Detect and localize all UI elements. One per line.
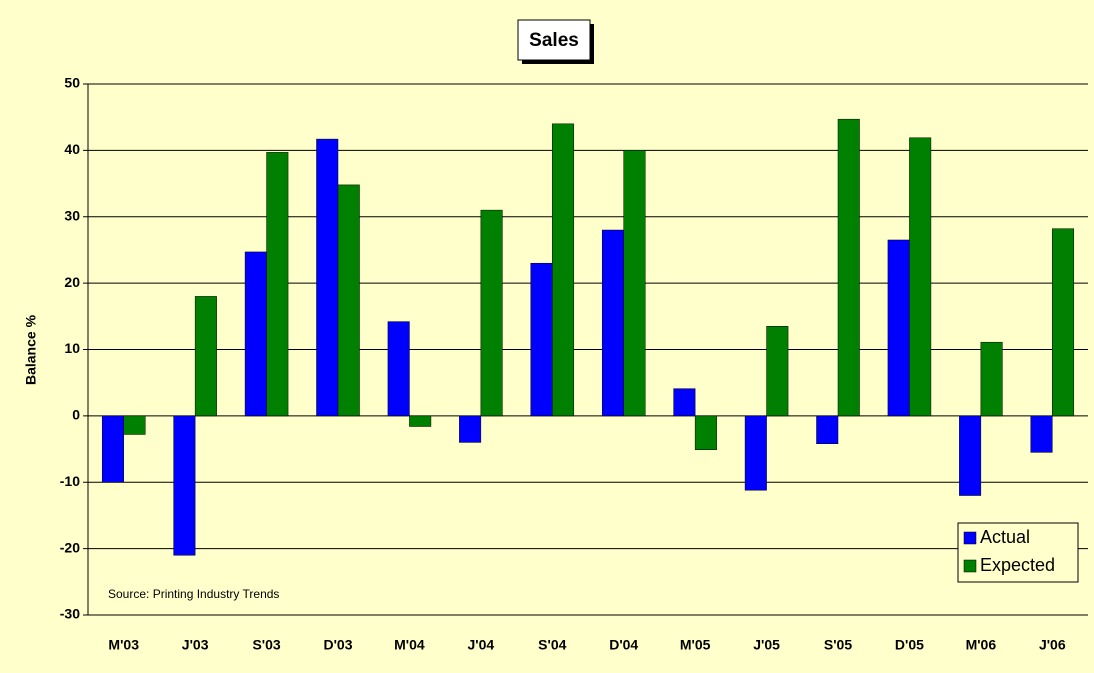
x-tick-label: M'04 <box>394 637 425 653</box>
bar <box>887 239 910 417</box>
bar <box>337 184 360 417</box>
bar <box>316 138 339 417</box>
y-tick-label: -20 <box>60 539 80 555</box>
y-axis-label: Balance % <box>23 314 39 385</box>
bar <box>266 152 289 417</box>
bar <box>101 415 124 483</box>
legend-label: Actual <box>980 527 1030 547</box>
bar <box>601 229 624 417</box>
bar <box>194 296 217 417</box>
bar <box>409 415 432 427</box>
x-tick-label: D'03 <box>323 637 352 653</box>
title-box <box>517 19 591 61</box>
x-tick-label: S'03 <box>252 637 280 653</box>
legend-swatch <box>963 531 977 545</box>
x-tick-label: J'03 <box>182 637 209 653</box>
legend-box <box>957 522 1079 583</box>
x-tick-label: M'05 <box>680 637 711 653</box>
bar <box>1052 228 1075 417</box>
x-tick-label: D'04 <box>609 637 638 653</box>
bar <box>744 415 767 491</box>
x-tick-label: J'04 <box>468 637 495 653</box>
y-tick-label: -10 <box>60 473 80 489</box>
y-tick-label: 10 <box>64 340 80 356</box>
bar <box>837 118 860 417</box>
x-tick-label: D'05 <box>895 637 924 653</box>
y-tick-label: 50 <box>64 75 80 91</box>
y-tick-label: 20 <box>64 274 80 290</box>
legend-swatch <box>963 559 977 573</box>
bar <box>959 415 982 496</box>
bar <box>816 415 839 445</box>
bar <box>694 415 717 450</box>
x-tick-label: M'06 <box>966 637 997 653</box>
y-tick-label: 0 <box>72 407 80 423</box>
bar <box>530 262 553 417</box>
x-tick-label: J'06 <box>1039 637 1066 653</box>
bar <box>244 251 267 417</box>
x-tick-label: M'03 <box>108 637 139 653</box>
x-tick-label: S'04 <box>538 637 566 653</box>
y-tick-label: 30 <box>64 207 80 223</box>
chart-title: Sales <box>529 30 579 51</box>
y-tick-label: -30 <box>60 606 80 622</box>
bar <box>766 326 789 417</box>
bar <box>980 341 1003 417</box>
bar <box>909 137 932 417</box>
bar <box>123 415 146 435</box>
legend-label: Expected <box>980 555 1055 575</box>
bar <box>173 415 196 556</box>
bar <box>387 321 410 417</box>
x-tick-label: J'05 <box>753 637 780 653</box>
bar <box>459 415 482 443</box>
bar <box>552 123 575 417</box>
x-tick-label: S'05 <box>824 637 852 653</box>
bar <box>1030 415 1053 453</box>
bar <box>673 388 696 417</box>
bar <box>480 209 503 417</box>
y-tick-label: 40 <box>64 141 80 157</box>
annotation: Source: Printing Industry Trends <box>108 587 279 601</box>
bar <box>623 150 646 417</box>
